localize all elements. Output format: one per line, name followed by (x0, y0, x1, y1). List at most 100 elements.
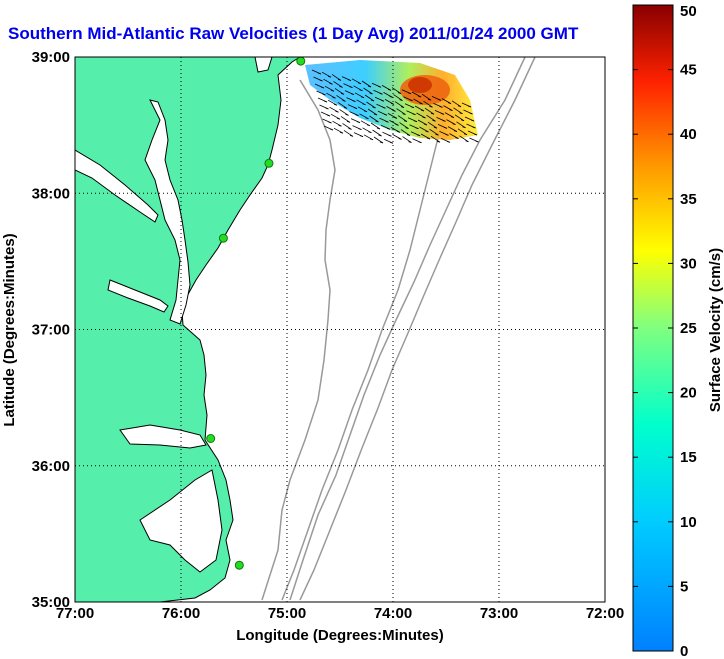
velocity-arrowhead (379, 92, 383, 95)
velocity-arrowhead (402, 113, 406, 115)
colorbar-tick-label: 10 (680, 514, 697, 531)
velocity-arrowhead (337, 79, 342, 81)
velocity-arrow (451, 100, 462, 108)
velocity-arrow (333, 81, 343, 88)
albemarle-sound (119, 424, 207, 449)
x-tick-label: 77:00 (56, 605, 94, 622)
velocity-arrow (372, 129, 382, 137)
velocity-arrowhead (355, 114, 359, 116)
velocity-arrowhead (343, 107, 348, 109)
velocity-arrowhead (457, 105, 462, 108)
bathymetry-contour-2 (281, 129, 441, 601)
velocity-arrowhead (387, 89, 392, 91)
velocity-arrowhead (412, 113, 416, 116)
velocity-arrowhead (326, 114, 331, 117)
colorbar (632, 4, 674, 652)
colorbar-tick-label: 45 (680, 62, 697, 79)
velocity-arrowhead (380, 99, 385, 102)
velocity-arrowhead (447, 102, 452, 104)
velocity-arrowhead (436, 140, 441, 143)
x-tick-label: 72:00 (586, 605, 624, 622)
y-axis-title: Latitude (Degrees:Minutes) (1, 233, 18, 426)
station-marker (296, 57, 306, 66)
velocity-arrowhead (439, 106, 443, 108)
velocity-arrowhead (365, 117, 369, 120)
velocity-arrowhead (475, 140, 479, 143)
velocity-arrowhead (358, 128, 362, 130)
velocity-arrowhead (359, 135, 364, 137)
velocity-arrowhead (396, 131, 401, 133)
velocity-arrowhead (452, 123, 456, 125)
velocity-arrow (337, 102, 348, 109)
velocity-arrowhead (328, 121, 332, 124)
velocity-arrow (430, 135, 441, 143)
station-markers (206, 57, 306, 570)
velocity-arrow (367, 108, 378, 116)
colorbar-ticks: 0 5 10 15 20 25 30 35 40 45 50 (633, 3, 697, 659)
velocity-arrow (427, 121, 438, 129)
velocity-arrow (340, 116, 351, 123)
velocity-arrow (423, 100, 433, 108)
velocity-arrow (454, 114, 465, 122)
velocity-arrow (391, 87, 402, 94)
velocity-arrow (393, 94, 403, 101)
velocity-arrowhead (405, 127, 409, 129)
velocity-arrowhead (373, 113, 378, 116)
velocity-arrowhead (410, 106, 415, 109)
velocity-arrow (429, 128, 439, 136)
velocity-arrowhead (397, 92, 402, 94)
velocity-arrowhead (370, 99, 375, 102)
velocity-arrowhead (330, 89, 335, 92)
velocity-arrow (331, 74, 342, 81)
velocity-arrow (343, 130, 354, 137)
velocity-arrow (426, 114, 436, 122)
x-axis-title: Longitude (Degrees:Minutes) (236, 627, 444, 644)
chesapeake-bay (144, 99, 191, 325)
velocity-arrow (361, 80, 372, 88)
velocity-arrowhead (463, 133, 468, 136)
velocity-arrowhead (372, 106, 376, 109)
velocity-arrowhead (327, 75, 332, 78)
delaware-bay (254, 57, 273, 73)
velocity-arrowhead (362, 103, 366, 106)
velocity-arrowhead (366, 124, 371, 127)
velocity-arrowhead (347, 79, 352, 81)
colorbar-tick-label: 20 (680, 385, 697, 402)
colorbar-tick-label: 0 (680, 643, 688, 659)
velocity-arrowhead (429, 105, 433, 108)
velocity-arrowhead (320, 86, 325, 89)
y-tick-labels: 35:00 36:00 37:00 38:00 39:00 (32, 49, 70, 611)
velocity-arrow (370, 122, 381, 130)
grid-lines (75, 57, 605, 602)
velocity-arrowhead (345, 114, 349, 116)
velocity-arrowhead (350, 93, 355, 95)
velocity-arrowhead (339, 131, 344, 134)
velocity-arrowhead (346, 121, 351, 123)
colorbar-tick-label: 25 (680, 320, 697, 337)
velocity-arrowhead (398, 138, 402, 140)
velocity-arrowhead (435, 133, 439, 136)
velocity-arrowhead (383, 113, 388, 116)
velocity-arrowhead (395, 124, 399, 126)
velocity-arrowhead (335, 110, 339, 113)
velocity-arrow (366, 101, 376, 109)
plot-border (74, 56, 606, 603)
velocity-arrowhead (389, 96, 393, 98)
velocity-arrowhead (329, 128, 334, 131)
velocity-arrowhead (377, 85, 382, 88)
velocity-arrowhead (462, 126, 466, 129)
velocity-arrowhead (445, 134, 449, 136)
velocity-arrowhead (390, 103, 395, 105)
velocity-arrowhead (338, 124, 342, 127)
velocity-arrowhead (382, 106, 386, 109)
velocity-arrowhead (357, 82, 362, 85)
velocity-arrowhead (323, 100, 328, 103)
velocity-arrowhead (386, 127, 391, 130)
velocity-arrowhead (460, 119, 465, 122)
colorbar-tick-label: 15 (680, 449, 697, 466)
velocity-arrowhead (407, 92, 412, 95)
velocity-arrow (364, 94, 375, 102)
y-tick-label: 37:00 (32, 322, 70, 339)
y-tick-label: 38:00 (32, 185, 70, 202)
